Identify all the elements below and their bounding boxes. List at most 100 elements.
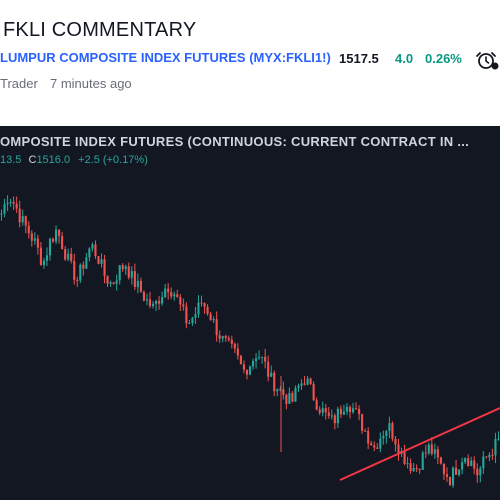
candle-body [215,319,218,336]
candle-body [485,456,488,458]
candle-body [106,276,109,284]
candle-body [142,291,145,301]
candle-body [403,451,406,464]
candle-body [151,303,155,306]
ohlc-close: 1516.0 [36,154,71,166]
candle-body [173,294,176,297]
candle-body [227,338,230,340]
candle-body [191,317,194,323]
candle-body [382,436,385,439]
candle-body [467,458,470,466]
candle-body [121,265,124,270]
candle-body [433,449,436,454]
symbol-change: 4.0 [395,51,414,66]
candle-body [251,361,255,367]
symbol-link[interactable]: LUMPUR COMPOSITE INDEX FUTURES (MYX:FKLI… [0,50,331,65]
candle-body [3,204,6,214]
candle-body [76,279,79,281]
candle-body [285,394,288,404]
candle-body [270,372,273,377]
candle-body [391,423,394,440]
candle-body [109,282,112,284]
candle-body [115,280,118,284]
candle-body [209,313,212,321]
candle-body [367,430,370,444]
ohlc-close-label: C [28,154,37,166]
candle-body [82,264,85,269]
candle-body [430,444,433,454]
candle-body [158,300,161,304]
candle-body [379,438,382,449]
candle-body [351,408,355,413]
candle-body [70,253,73,261]
candle-body [455,467,458,475]
candle-body [218,335,221,339]
candle-body [18,208,21,223]
candle-body [145,299,149,301]
candle-body [451,467,455,486]
candle-body [412,468,415,472]
symbol-name: LUMPUR COMPOSITE INDEX FUTURES [0,50,246,65]
candle-body [330,415,333,417]
candle-body [61,235,64,250]
idea-title: FKLI COMMENTARY [3,19,197,41]
candle-body [491,454,494,456]
candle-body [51,238,55,242]
candle-body [312,383,315,401]
candle-body [200,302,203,304]
candle-body [242,364,245,370]
candle-body [182,304,185,307]
alarm-clock-icon[interactable] [474,49,500,71]
candle-body [321,408,324,413]
candle-body [24,216,27,226]
candle-body [394,439,397,445]
candle-body [30,233,33,241]
candle-body [48,238,52,256]
candle-body [482,456,485,469]
candle-body [333,415,336,424]
candle-body [376,447,379,449]
candle-body [342,411,345,415]
candle-body [318,409,321,413]
candle-body [36,238,39,248]
candle-body [73,260,76,280]
candle-body [94,244,97,257]
candle-body [130,271,133,278]
candle-body [245,369,249,375]
ohlc-change: +2.5 (+0.17%) [78,154,148,166]
candle-body [42,260,45,266]
candle-body [315,400,318,410]
candle-body [9,202,12,204]
candle-body [206,306,209,314]
idea-header: FKLI COMMENTARY LUMPUR COMPOSITE INDEX F… [0,0,500,126]
candle-body [358,408,361,415]
candle-body [427,444,430,454]
candle-body [445,474,449,477]
candle-body [148,299,152,306]
candle-body [212,319,215,321]
candle-body [230,339,233,344]
candle-body [436,449,439,458]
candle-body [12,202,15,204]
candle-body [279,389,282,391]
candle-body [203,303,206,307]
candle-body [291,393,294,402]
chart-area[interactable]: OMPOSITE INDEX FUTURES (CONTINUOUS: CURR… [0,126,500,500]
candle-body [194,314,197,318]
candle-body [139,280,142,292]
candle-body [261,356,264,358]
candle-body [233,343,236,349]
candle-body [448,476,452,486]
candle-body [124,266,127,270]
chart-title: OMPOSITE INDEX FUTURES (CONTINUOUS: CURR… [0,134,470,149]
candle-body [155,300,158,304]
candle-body [470,460,473,466]
trendline[interactable] [339,407,500,481]
author-name[interactable]: Trader [0,76,38,91]
candle-body [55,229,58,242]
candle-body [303,383,306,385]
candle-body [64,249,67,260]
candle-body [276,389,279,392]
ohlc-readout: 13.5 C1516.0 +2.5 (+0.17%) [0,154,148,166]
candle-body [58,229,61,236]
